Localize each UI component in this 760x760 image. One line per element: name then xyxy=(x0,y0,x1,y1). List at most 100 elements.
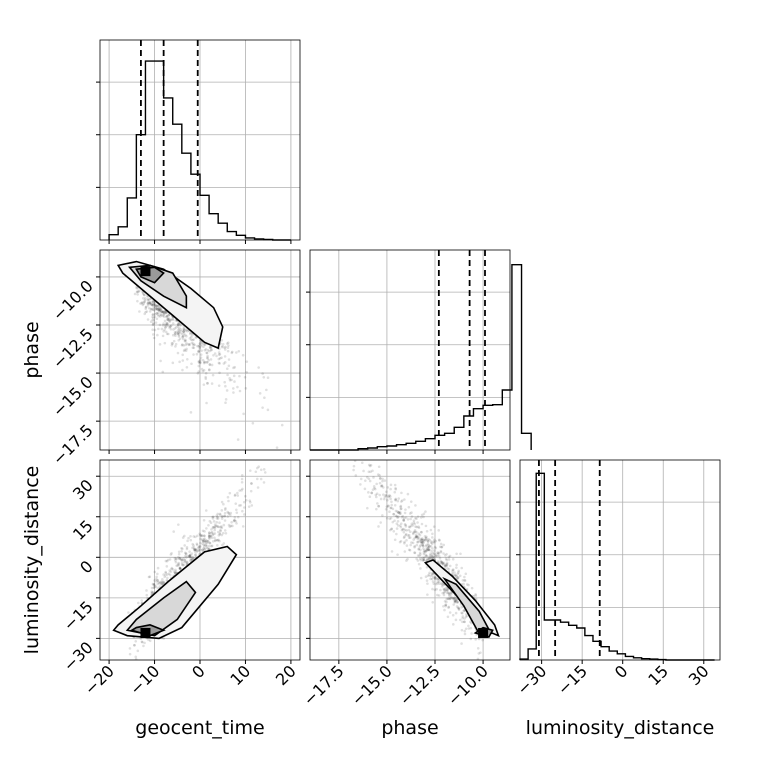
scatter-point xyxy=(194,548,197,552)
scatter-point xyxy=(146,297,150,301)
scatter-point xyxy=(430,540,433,543)
scatter-point xyxy=(173,556,177,560)
scatter-point xyxy=(441,583,445,587)
scatter-point xyxy=(447,591,450,594)
scatter-point xyxy=(236,491,239,495)
scatter-point xyxy=(447,567,451,571)
scatter-point xyxy=(226,341,230,345)
scatter-point xyxy=(158,581,161,585)
scatter-point xyxy=(189,538,193,542)
scatter-point xyxy=(199,541,202,545)
panel-frame xyxy=(309,249,511,451)
scatter-point xyxy=(389,495,392,498)
scatter-point xyxy=(415,530,418,534)
scatter-point xyxy=(156,566,160,570)
scatter-point xyxy=(182,334,185,338)
scatter-point xyxy=(208,368,211,372)
scatter-point xyxy=(158,309,161,313)
scatter-point xyxy=(460,566,464,570)
scatter-point xyxy=(174,570,177,573)
scatter-point xyxy=(221,515,224,518)
scatter-point xyxy=(223,514,226,518)
scatter-point xyxy=(426,582,429,585)
scatter-point xyxy=(219,529,222,533)
scatter-point xyxy=(399,525,403,529)
scatter-point xyxy=(202,361,206,365)
scatter-point xyxy=(400,528,404,532)
scatter-point xyxy=(424,554,428,558)
scatter-point xyxy=(146,301,150,304)
scatter-point xyxy=(198,347,202,350)
scatter-point xyxy=(230,378,233,382)
scatter-point xyxy=(171,322,175,325)
scatter-point xyxy=(432,525,436,528)
scatter-point xyxy=(134,657,138,660)
scatter-point xyxy=(421,543,425,546)
scatter-point xyxy=(198,545,201,548)
scatter-point xyxy=(148,297,152,300)
scatter-point xyxy=(206,382,209,385)
scatter-point xyxy=(375,492,379,495)
scatter-point xyxy=(152,308,155,312)
scatter-point xyxy=(167,332,170,336)
scatter-point xyxy=(230,521,233,524)
scatter-point xyxy=(448,597,452,600)
scatter-point xyxy=(408,536,412,539)
scatter-point xyxy=(410,511,413,514)
scatter-point xyxy=(411,532,415,536)
scatter-point xyxy=(178,322,182,326)
scatter-point xyxy=(171,568,175,571)
scatter-point xyxy=(426,593,429,596)
scatter-point xyxy=(164,571,168,575)
scatter-point xyxy=(229,524,233,528)
scatter-point xyxy=(188,553,192,557)
scatter-point xyxy=(430,577,434,581)
scatter-point xyxy=(386,498,389,502)
scatter-point xyxy=(155,304,159,308)
scatter-point xyxy=(142,300,146,304)
scatter-point xyxy=(474,593,477,596)
scatter-point xyxy=(152,301,156,304)
scatter-point xyxy=(208,544,211,548)
scatter-point xyxy=(201,369,205,373)
scatter-point xyxy=(425,559,429,562)
scatter-point xyxy=(420,537,424,540)
scatter-point xyxy=(379,477,382,480)
scatter-point xyxy=(141,296,145,300)
scatter-point xyxy=(215,514,219,517)
scatter-point xyxy=(200,349,203,352)
scatter-point xyxy=(177,331,180,334)
scatter-point xyxy=(366,506,369,510)
scatter-point xyxy=(148,575,152,579)
scatter-point xyxy=(232,519,236,523)
scatter-point xyxy=(354,474,358,477)
scatter-point xyxy=(390,500,393,504)
scatter-point xyxy=(161,334,165,338)
panel-geocent_time-luminosity_distance: −20 −10 0 10 20 −30 −15 0 15 30 xyxy=(60,459,301,699)
scatter-point xyxy=(236,385,239,389)
scatter-point xyxy=(241,487,244,491)
scatter-point xyxy=(176,323,180,326)
scatter-point xyxy=(224,401,227,405)
scatter-point xyxy=(178,567,182,571)
scatter-point xyxy=(445,563,449,567)
scatter-point xyxy=(413,545,416,549)
scatter-point xyxy=(201,540,205,543)
scatter-point xyxy=(462,582,465,586)
scatter-point xyxy=(422,558,426,562)
scatter-point xyxy=(400,500,403,503)
scatter-point xyxy=(408,512,412,515)
scatter-point xyxy=(212,532,215,536)
scatter-point xyxy=(401,514,405,518)
scatter-point xyxy=(431,600,435,604)
scatter-point xyxy=(229,511,233,515)
scatter-point xyxy=(211,526,215,529)
scatter-point xyxy=(397,497,400,500)
scatter-point xyxy=(424,553,428,557)
scatter-point xyxy=(441,562,445,566)
scatter-point xyxy=(184,333,187,337)
scatter-point xyxy=(438,556,442,560)
scatter-point xyxy=(148,301,152,304)
scatter-point xyxy=(215,524,219,528)
scatter-point xyxy=(201,548,204,552)
